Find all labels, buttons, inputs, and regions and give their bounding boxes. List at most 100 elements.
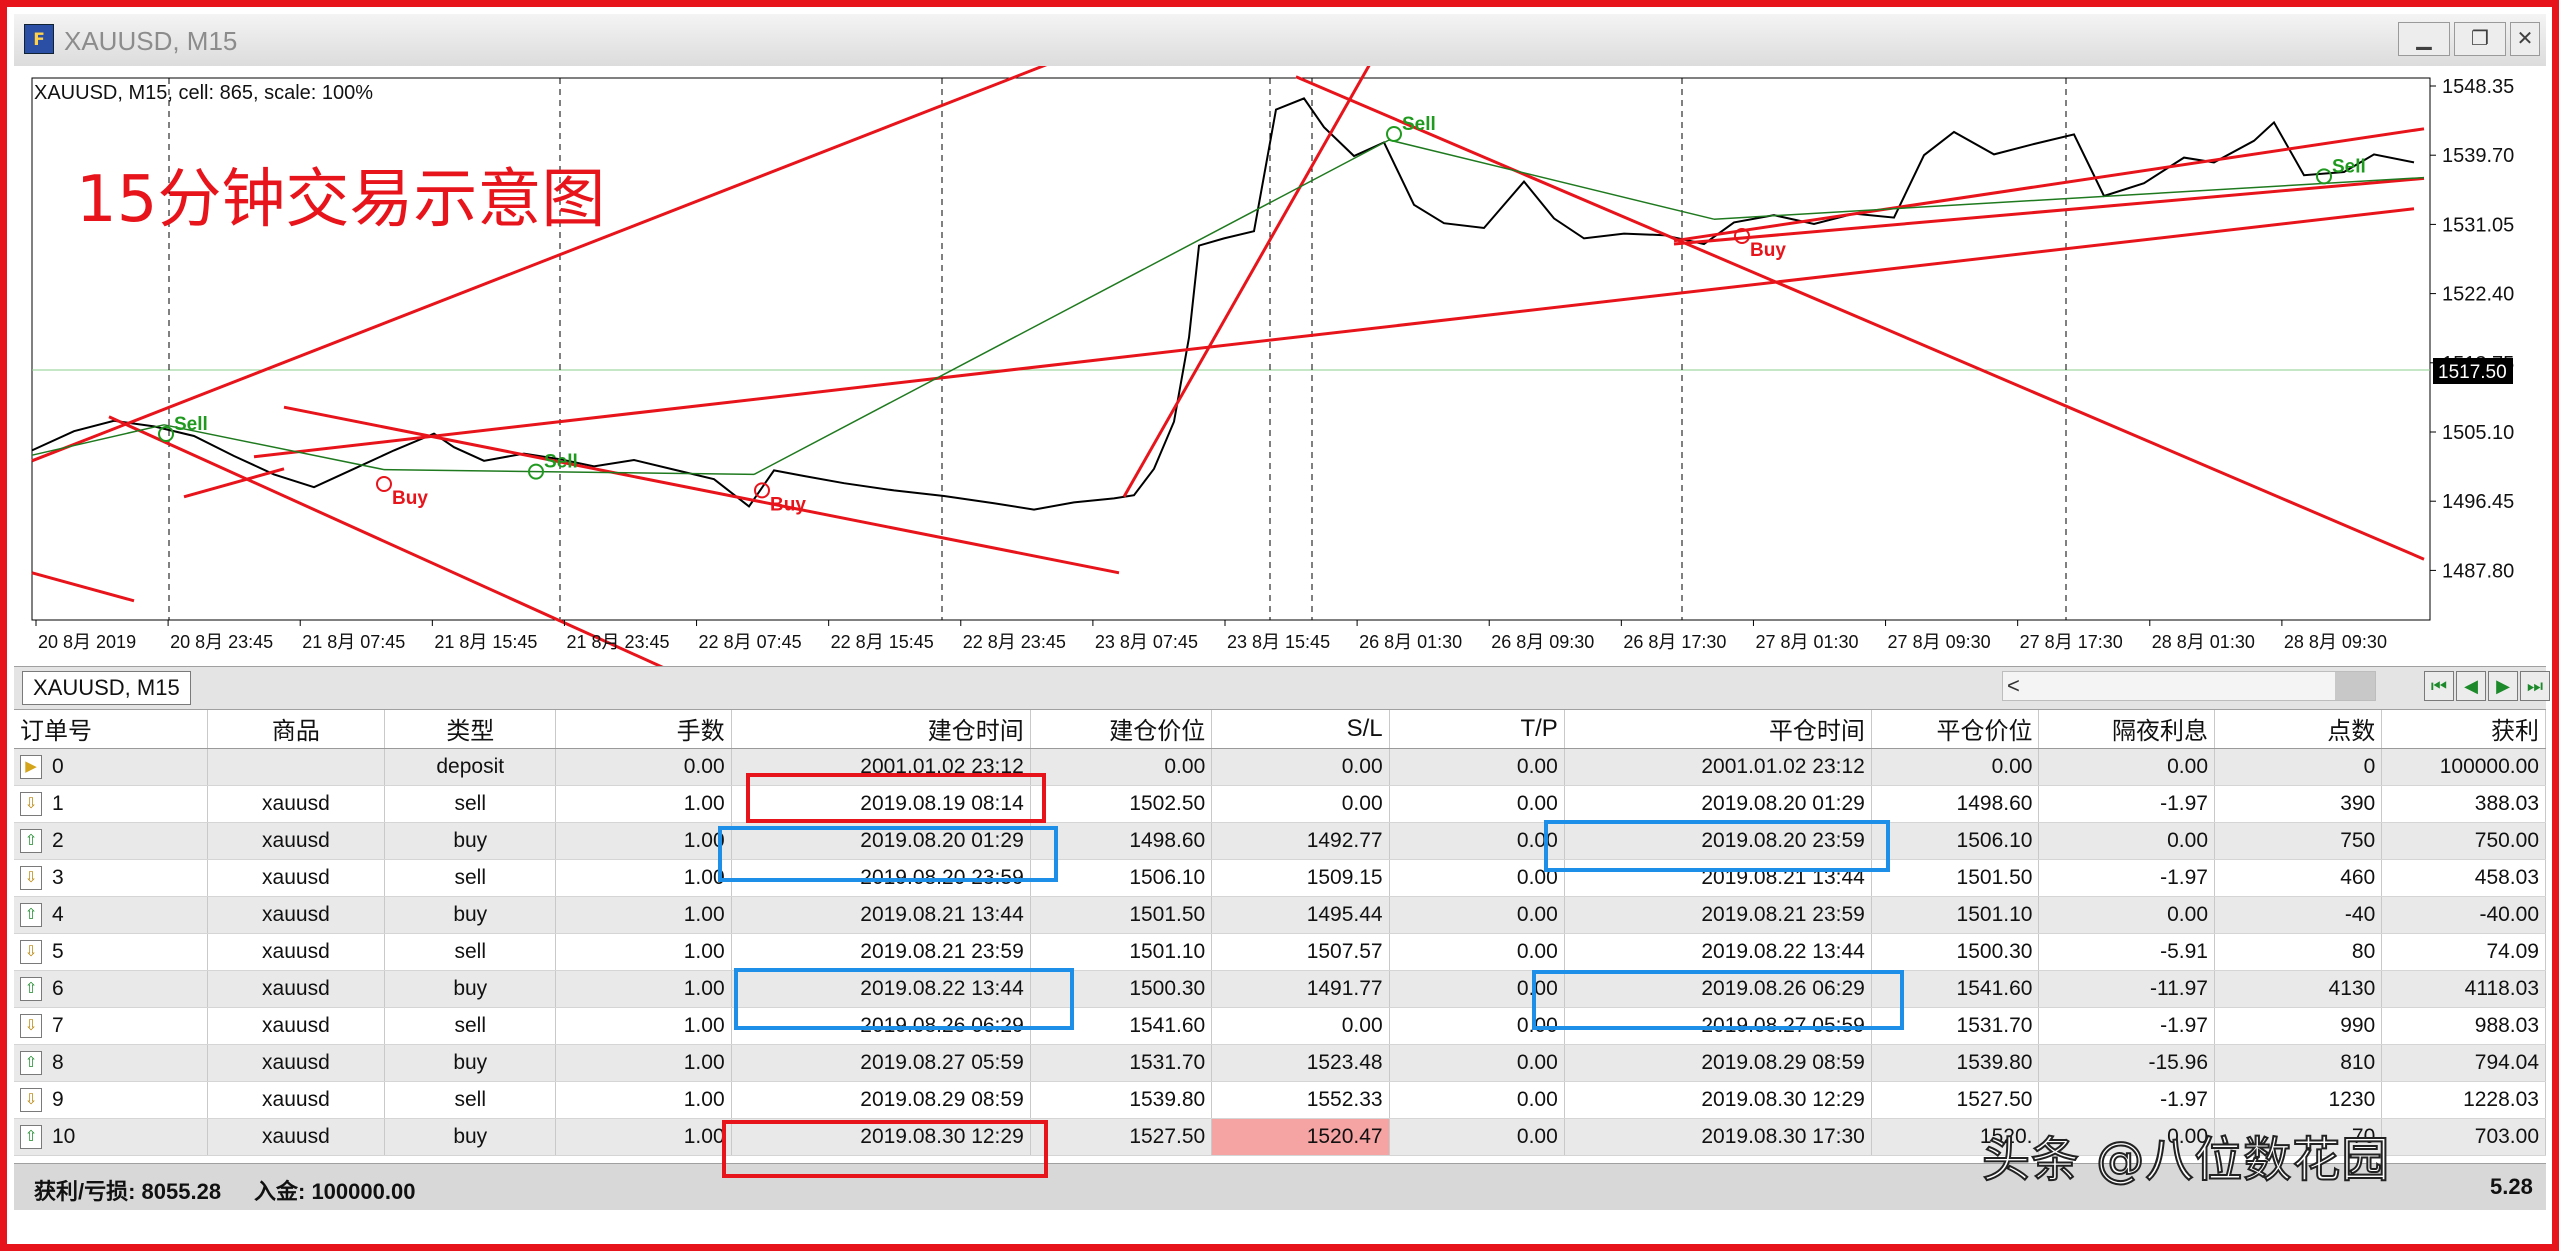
trend-line[interactable] — [1122, 66, 1424, 498]
nav-last-button[interactable]: ⏭ — [2520, 671, 2550, 701]
table-row[interactable]: ⇧ 6 xauusd buy 1.00 2019.08.22 13:44 1500.30 14… — [14, 970, 2546, 1008]
price-tick-label: 1487.80 — [2442, 560, 2514, 582]
table-row[interactable]: ⇩ 3 xauusd sell 1.00 2019.08.20 23:59 1506.10 1… — [14, 859, 2546, 897]
column-header[interactable]: T/P — [1389, 710, 1565, 749]
close-time-cell: 2019.08.30 12:29 — [1564, 1081, 1872, 1119]
column-header[interactable]: 类型 — [384, 710, 557, 749]
order-id-cell: ⇩ 1 — [14, 785, 208, 823]
tp-cell: 0.00 — [1389, 859, 1565, 897]
column-header[interactable]: 建仓时间 — [731, 710, 1031, 749]
close-time-cell: 2019.08.26 06:29 — [1564, 970, 1872, 1008]
column-header[interactable]: 获利 — [2381, 710, 2546, 749]
table-row[interactable]: ⇧ 8 xauusd buy 1.00 2019.08.27 05:59 1531.70 15… — [14, 1044, 2546, 1082]
close-price-cell: 1531.70 — [1871, 1007, 2040, 1045]
open-price-cell: 1498.60 — [1030, 822, 1213, 860]
lots-cell: 0.00 — [555, 748, 732, 786]
buy-arrow-icon: ⇧ — [20, 902, 42, 927]
sl-cell: 1495.44 — [1211, 896, 1390, 934]
table-row[interactable]: ⇩ 9 xauusd sell 1.00 2019.08.29 08:59 1539.80 1… — [14, 1081, 2546, 1119]
orders-panel: 订单号 商品 类型 手数 建仓时间 建仓价位 S/L T/P 平仓时间 平仓价位 隔夜利息 点数 获利 … — [14, 710, 2546, 1165]
nav-first-button[interactable]: ⏮ — [2424, 671, 2454, 701]
symbol-cell: xauusd — [207, 1044, 386, 1082]
table-row[interactable]: ⇧ 10 xauusd buy 1.00 2019.08.30 12:29 1527.50 1… — [14, 1118, 2546, 1156]
profit-cell: -40.00 — [2381, 896, 2546, 934]
current-price-box — [2433, 358, 2513, 384]
order-id-cell: ▶ 0 — [14, 748, 208, 786]
order-id: 4 — [52, 902, 64, 926]
trend-line[interactable] — [31, 66, 1292, 463]
chart-canvas[interactable]: Sell Buy Sell Buy Sell Buy Sell 1548.35 1539.70… — [14, 66, 2546, 666]
order-id-cell: ⇩ 9 — [14, 1081, 208, 1119]
table-row[interactable]: ⇩ 5 xauusd sell 1.00 2019.08.21 23:59 1501.10 1… — [14, 933, 2546, 971]
scroll-thumb[interactable] — [2335, 672, 2375, 700]
restore-button[interactable]: ❐ — [2454, 22, 2506, 56]
time-tick-label: 28 8月 09:30 — [2284, 632, 2387, 652]
price-chart[interactable]: Sell Buy Sell Buy Sell Buy Sell 1548.35 1539.70… — [14, 66, 2546, 666]
points-cell: 1230 — [2214, 1081, 2383, 1119]
trend-line[interactable] — [108, 415, 834, 666]
column-header[interactable]: 商品 — [207, 710, 386, 749]
buy-arrow-icon: ⇧ — [20, 828, 42, 853]
first-icon: ⏮ — [2430, 676, 2448, 696]
table-row[interactable]: ⇧ 4 xauusd buy 1.00 2019.08.21 13:44 1501.50 14… — [14, 896, 2546, 934]
trend-line[interactable] — [183, 467, 285, 499]
column-header[interactable]: 平仓时间 — [1564, 710, 1872, 749]
minimize-button[interactable]: ▁ — [2398, 22, 2450, 56]
trend-line[interactable] — [1295, 75, 2425, 561]
close-button[interactable]: ✕ — [2510, 22, 2540, 56]
buy-arrow-icon: ⇧ — [20, 1050, 42, 1075]
table-row[interactable]: ⇧ 2 xauusd buy 1.00 2019.08.20 01:29 1498.60 14… — [14, 822, 2546, 860]
window-title-bar[interactable]: F XAUUSD, M15 ▁ ❐ ✕ — [14, 14, 2546, 67]
open-time-cell: 2019.08.20 23:59 — [731, 859, 1031, 897]
time-tick-label: 27 8月 17:30 — [2020, 632, 2123, 652]
column-header[interactable]: 建仓价位 — [1030, 710, 1213, 749]
table-row[interactable]: ⇩ 7 xauusd sell 1.00 2019.08.26 06:29 1541.60 0… — [14, 1007, 2546, 1045]
trend-line[interactable] — [253, 207, 2415, 459]
symbol-cell: xauusd — [207, 822, 386, 860]
close-price-cell: 1501.50 — [1871, 859, 2040, 897]
column-header[interactable]: 订单号 — [14, 710, 208, 749]
sell-arrow-icon: ⇩ — [20, 791, 42, 816]
app-icon: F — [24, 24, 54, 54]
blue-annotation-box — [718, 826, 1058, 882]
column-header[interactable]: 隔夜利息 — [2038, 710, 2215, 749]
column-header[interactable]: 点数 — [2214, 710, 2383, 749]
trend-line[interactable] — [283, 405, 1120, 575]
type-cell: sell — [384, 785, 557, 823]
tab-xauusd-m15[interactable]: XAUUSD, M15 — [22, 671, 191, 705]
type-cell: buy — [384, 896, 557, 934]
profit-cell: 388.03 — [2381, 785, 2546, 823]
trade-marker-circle — [1386, 126, 1402, 142]
symbol-cell: xauusd — [207, 1081, 386, 1119]
swap-cell: -1.97 — [2038, 1007, 2215, 1045]
lots-cell: 1.00 — [555, 1118, 732, 1156]
close-price-cell: 1500.30 — [1871, 933, 2040, 971]
nav-next-button[interactable]: ▶ — [2488, 671, 2518, 701]
column-header[interactable]: S/L — [1211, 710, 1390, 749]
orders-table: 订单号 商品 类型 手数 建仓时间 建仓价位 S/L T/P 平仓时间 平仓价位 隔夜利息 点数 获利 … — [14, 710, 2546, 1156]
points-cell: 460 — [2214, 859, 2383, 897]
column-header[interactable]: 平仓价位 — [1871, 710, 2040, 749]
symbol-cell: xauusd — [207, 1007, 386, 1045]
price-tick-label: 1496.45 — [2442, 491, 2514, 513]
time-tick-label: 20 8月 23:45 — [170, 632, 273, 652]
trend-line[interactable] — [1673, 127, 2425, 243]
trend-line[interactable] — [31, 571, 135, 603]
sl-cell: 0.00 — [1211, 785, 1390, 823]
trend-line[interactable] — [1673, 176, 2425, 246]
trade-connector-line — [1713, 176, 2425, 220]
horizontal-scrollbar[interactable]: < — [2002, 671, 2376, 701]
type-cell: buy — [384, 970, 557, 1008]
trade-connector-line — [753, 139, 1390, 476]
column-header[interactable]: 手数 — [555, 710, 732, 749]
table-row[interactable]: ⇩ 1 xauusd sell 1.00 2019.08.19 08:14 1502.50 0… — [14, 785, 2546, 823]
nav-prev-button[interactable]: ◀ — [2456, 671, 2486, 701]
close-price-cell: 1539.80 — [1871, 1044, 2040, 1082]
order-id: 3 — [52, 865, 64, 889]
swap-cell: -1.97 — [2038, 859, 2215, 897]
red-annotation-box — [722, 1120, 1048, 1178]
time-tick-label: 27 8月 01:30 — [1755, 632, 1858, 652]
close-time-cell: 2019.08.27 05:59 — [1564, 1007, 1872, 1045]
scroll-left-icon[interactable]: < — [2007, 673, 2020, 698]
table-row[interactable]: ▶ 0 deposit 0.00 2001.01.02 23:12 0.00 0.00 0.0… — [14, 748, 2546, 786]
